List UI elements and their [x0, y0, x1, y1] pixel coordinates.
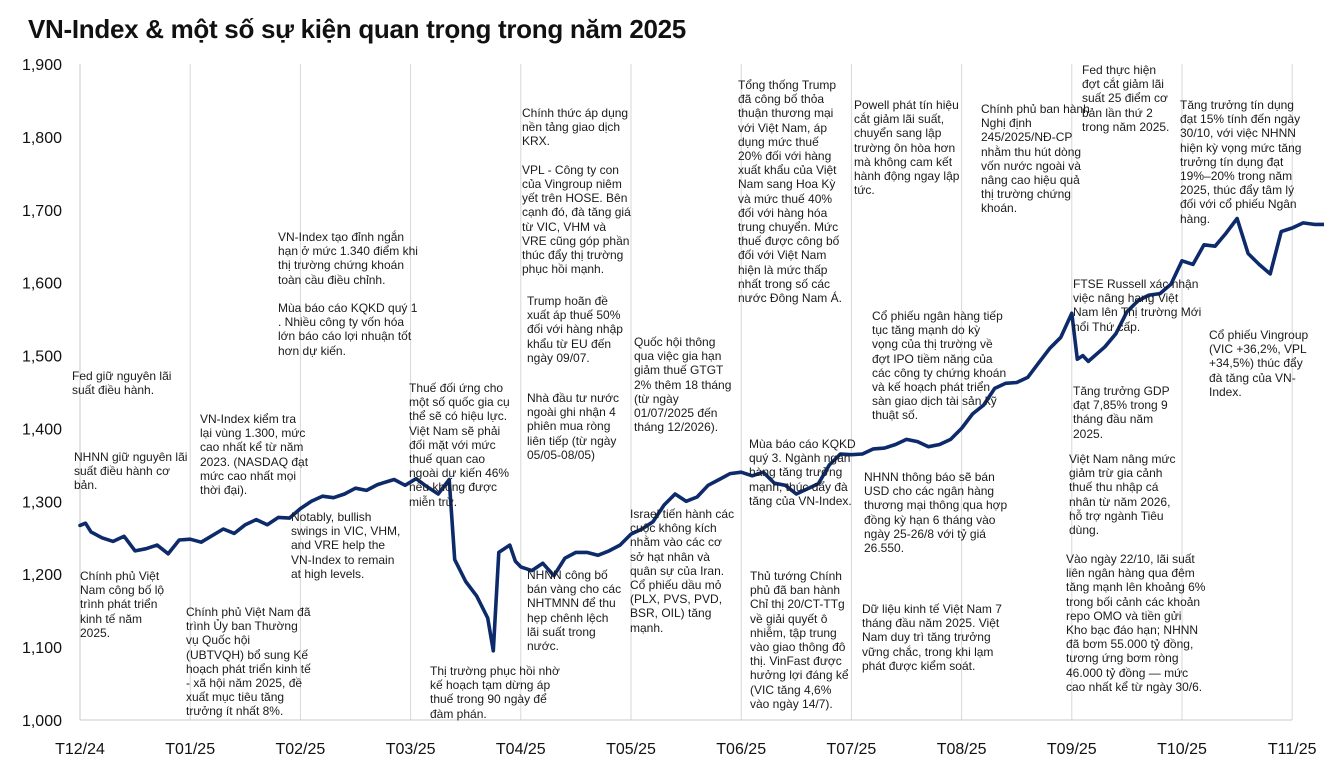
annotation: Fed thực hiện đợt cắt giảm lãi suất 25 đ…	[1082, 63, 1170, 134]
gridlines	[189, 64, 1293, 720]
annotation: Powell phát tín hiệu cắt giảm lãi suất, …	[854, 98, 960, 198]
annotation: VN-Index tạo đỉnh ngắn hạn ở mức 1.340 đ…	[278, 230, 418, 358]
annotation: Vào ngày 22/10, lãi suất liên ngân hàng …	[1066, 552, 1206, 694]
annotation: Chính phủ Việt Nam công bố lộ trình phát…	[80, 569, 165, 640]
y-tick-label: 1,700	[22, 203, 62, 220]
annotation: Thị trường phục hồi nhờ kế hoạch tạm dừn…	[430, 664, 560, 721]
annotation: Chính thức áp dụng nền tảng giao dịch KR…	[522, 106, 631, 277]
annotation: FTSE Russell xác nhận việc nâng hạng Việ…	[1073, 277, 1202, 334]
x-tick-label: T07/25	[826, 741, 876, 758]
annotation: Mùa báo cáo KQKD quý 3. Ngành ngân hàng …	[749, 437, 856, 508]
annotation: Việt Nam nâng mức giảm trừ gia cảnh thuế…	[1069, 452, 1176, 538]
annotation: Thủ tướng Chính phủ đã ban hành Chỉ thị …	[750, 569, 849, 711]
x-tick-label: T01/25	[165, 741, 215, 758]
annotation: Fed giữ nguyên lãi suất điều hành.	[72, 369, 172, 398]
y-tick-label: 1,600	[22, 276, 62, 293]
x-tick-label: T10/25	[1157, 741, 1207, 758]
y-tick-label: 1,500	[22, 349, 62, 366]
annotation: NHNN giữ nguyên lãi suất điều hành cơ bả…	[74, 450, 188, 493]
annotation: Cổ phiếu Vingroup (VIC +36,2%, VPL +34,5…	[1209, 328, 1309, 399]
y-tick-label: 1,900	[22, 57, 62, 74]
annotation: Chính phủ ban hành Nghị định 245/2025/NĐ…	[981, 102, 1090, 216]
x-tick-label: T03/25	[386, 741, 436, 758]
y-tick-label: 1,800	[22, 130, 62, 147]
annotation: Nhà đầu tư nước ngoài ghi nhận 4 phiên m…	[527, 391, 619, 462]
x-tick-label: T06/25	[716, 741, 766, 758]
x-tick-label: T09/25	[1047, 741, 1097, 758]
annotation: Tổng thống Trump đã công bố thỏa thuận t…	[738, 78, 842, 306]
vn-index-series-line	[78, 216, 1324, 653]
axes	[79, 64, 1293, 721]
x-tick-label: T12/24	[55, 741, 105, 758]
annotation: Israel tiến hành các cuộc không kích nhằ…	[630, 507, 735, 635]
annotation: Chính phủ Việt Nam đã trình Ủy ban Thườn…	[186, 605, 311, 719]
annotation: NHNN thông báo sẽ bán USD cho các ngân h…	[864, 470, 1008, 556]
y-axis-ticks: 1,000 1,100 1,200 1,300 1,400 1,500 1,600 1,700…	[22, 57, 62, 730]
y-tick-label: 1,100	[22, 640, 62, 657]
x-tick-label: T04/25	[496, 741, 546, 758]
annotation: Dữ liệu kinh tế Việt Nam 7 tháng đầu năm…	[862, 602, 1002, 673]
chart-title: VN-Index & một số sự kiện quan trọng tro…	[28, 14, 686, 44]
x-tick-label: T05/25	[606, 741, 656, 758]
y-tick-label: 1,000	[22, 713, 62, 730]
annotation: NHNN công bố bán vàng cho các NHTMNN để …	[527, 568, 622, 654]
y-tick-label: 1,300	[22, 494, 62, 511]
annotation: Notably, bullish swings in VIC, VHM, and…	[291, 510, 401, 581]
annotation: VN-Index kiểm tra lại vùng 1.300, mức ca…	[200, 412, 309, 498]
annotation: Thuế đối ứng cho một số quốc gia cụ thể …	[409, 381, 510, 509]
x-axis-ticks: T12/24 T01/25 T02/25 T03/25 T04/25 T05/25 T06/…	[55, 741, 1317, 758]
annotation: Quốc hội thông qua việc gia hạn giảm thu…	[634, 335, 732, 435]
annotation: Trump hoãn đề xuất áp thuế 50% đối với h…	[527, 294, 623, 365]
annotation: Cổ phiếu ngân hàng tiếp tục tăng mạnh do…	[872, 309, 1007, 423]
x-tick-label: T11/25	[1268, 741, 1317, 758]
y-tick-label: 1,400	[22, 421, 62, 438]
y-tick-label: 1,200	[22, 567, 62, 584]
x-tick-label: T02/25	[275, 741, 325, 758]
x-tick-label: T08/25	[937, 741, 987, 758]
annotation: Tăng trưởng tín dụng đạt 15% tính đến ng…	[1180, 98, 1302, 226]
annotation: Tăng trưởng GDP đạt 7,85% trong 9 tháng …	[1073, 384, 1170, 441]
